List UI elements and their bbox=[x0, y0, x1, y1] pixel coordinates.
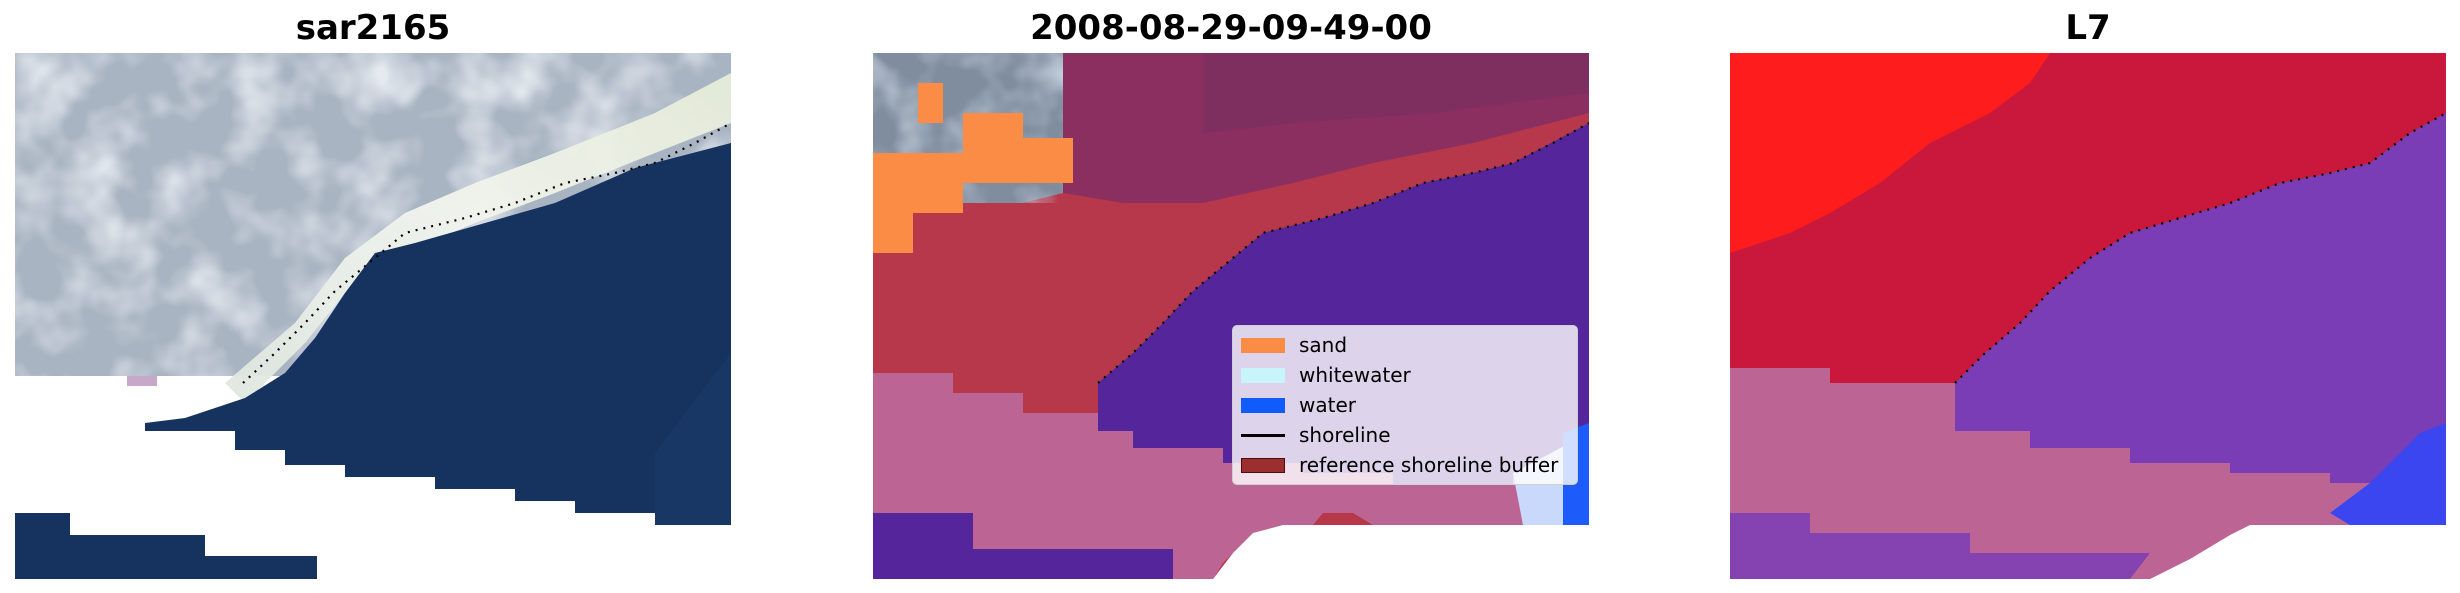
legend: sand whitewater water shoreline referenc… bbox=[1232, 325, 1578, 485]
classification-image bbox=[873, 53, 1589, 579]
panel-title: L7 bbox=[2065, 8, 2111, 48]
legend-item-reference-shoreline-buffer: reference shoreline buffer bbox=[1233, 450, 1577, 480]
whitewater-swatch bbox=[1241, 368, 1285, 383]
legend-label: sand bbox=[1299, 333, 1348, 357]
class-buffer bbox=[873, 373, 1589, 579]
legend-label: reference shoreline buffer bbox=[1299, 453, 1559, 477]
rgb-image bbox=[15, 53, 731, 579]
legend-item-water: water bbox=[1233, 390, 1577, 420]
buffer-swatch bbox=[1241, 458, 1285, 473]
legend-item-whitewater: whitewater bbox=[1233, 360, 1577, 390]
rgb-water bbox=[145, 143, 731, 525]
legend-item-sand: sand bbox=[1233, 330, 1577, 360]
legend-label: whitewater bbox=[1299, 363, 1411, 387]
l7-image bbox=[1730, 53, 2446, 579]
shoreline-line bbox=[1241, 434, 1285, 437]
sand-swatch bbox=[1241, 338, 1285, 353]
panel-title: sar2165 bbox=[295, 8, 451, 48]
shoreline bbox=[242, 122, 731, 384]
legend-item-shoreline: shoreline bbox=[1233, 420, 1577, 450]
l7-water bbox=[1955, 113, 2446, 483]
panel-title: 2008-08-29-09-49-00 bbox=[1030, 8, 1432, 48]
water-swatch bbox=[1241, 398, 1285, 413]
legend-label: water bbox=[1299, 393, 1356, 417]
legend-label: shoreline bbox=[1299, 423, 1391, 447]
